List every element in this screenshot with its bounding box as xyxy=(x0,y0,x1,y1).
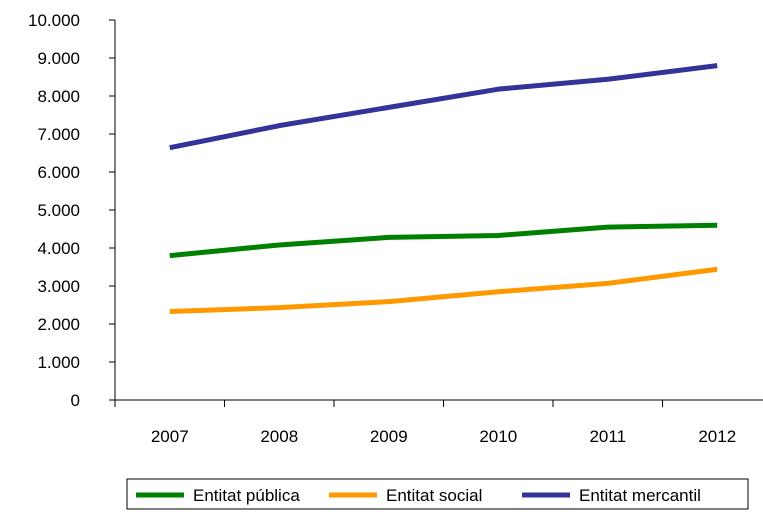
legend-label: Entitat mercantil xyxy=(579,486,701,505)
x-tick-label: 2008 xyxy=(260,427,298,446)
y-tick-label: 1.000 xyxy=(37,353,80,372)
series-line-entitat-mercantil xyxy=(169,63,718,151)
y-tick-label: 10.000 xyxy=(28,11,80,30)
series-lines xyxy=(169,63,718,314)
legend-items: Entitat pública Entitat social Entitat mer… xyxy=(136,486,701,505)
x-ticks: 2007 2008 2009 2010 2011 2012 xyxy=(114,400,736,446)
y-tick-label: 4.000 xyxy=(37,239,80,258)
y-tick-label: 0 xyxy=(71,391,80,410)
y-tick-label: 6.000 xyxy=(37,163,80,182)
x-tick-label: 2010 xyxy=(479,427,517,446)
y-tick-label: 5.000 xyxy=(37,201,80,220)
x-tick-label: 2011 xyxy=(589,427,626,446)
legend-label: Entitat pública xyxy=(193,486,300,505)
series-line-entitat-social xyxy=(169,266,718,314)
y-tick-label: 3.000 xyxy=(37,277,80,296)
y-tick-label: 2.000 xyxy=(37,315,80,334)
y-tick-label: 9.000 xyxy=(37,49,80,68)
x-tick-label: 2012 xyxy=(698,427,736,446)
x-axis: 2007 2008 2009 2010 2011 2012 xyxy=(114,399,763,446)
legend: Entitat pública Entitat social Entitat mer… xyxy=(126,478,749,510)
y-tick-label: 8.000 xyxy=(37,87,80,106)
series-line-entitat-p-blica xyxy=(169,222,718,259)
y-axis: 0 1.000 2.000 3.000 4.000 5.000 6.000 7.000 8.00… xyxy=(28,11,116,410)
y-ticks: 0 1.000 2.000 3.000 4.000 5.000 6.000 7.000 8.00… xyxy=(28,11,115,410)
legend-label: Entitat social xyxy=(386,486,482,505)
x-tick-label: 2009 xyxy=(370,427,408,446)
x-tick-label: 2007 xyxy=(151,427,189,446)
y-tick-label: 7.000 xyxy=(37,125,80,144)
legend-box xyxy=(126,478,749,510)
